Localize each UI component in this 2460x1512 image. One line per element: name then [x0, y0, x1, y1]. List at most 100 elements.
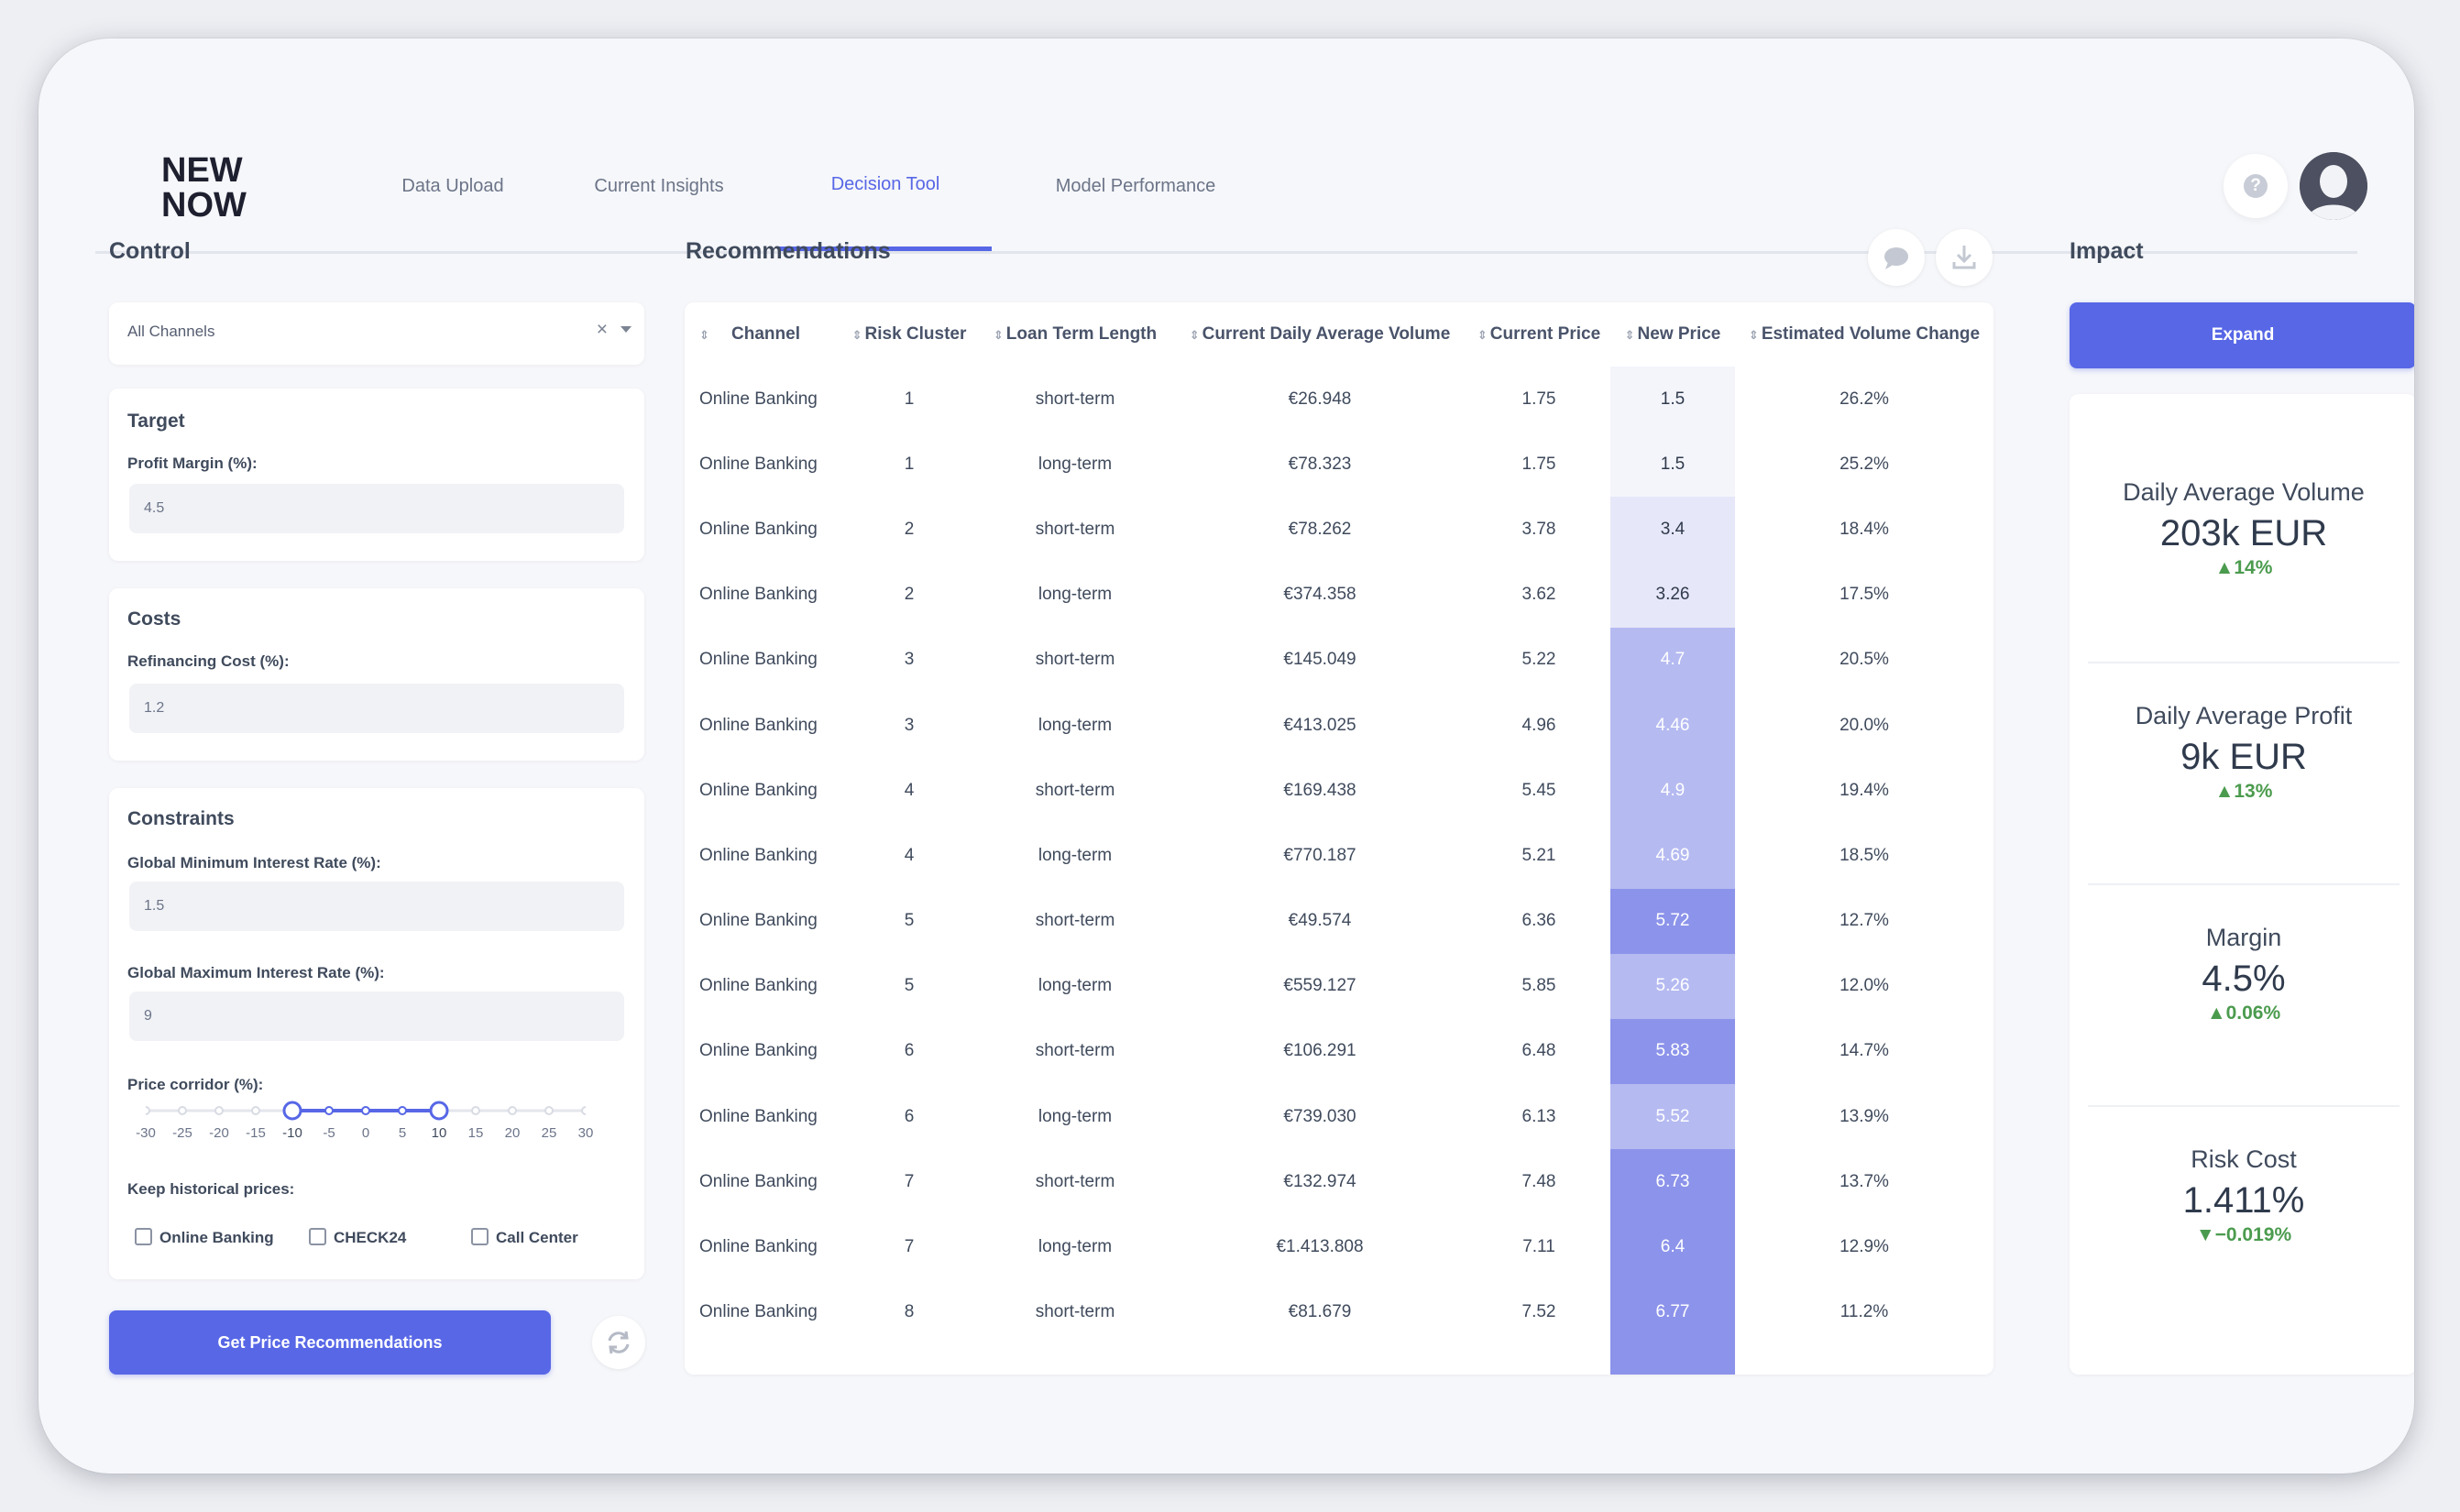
- table-row[interactable]: Online Banking 7 long-term €1.413.808 7.11 6.…: [685, 1214, 1993, 1280]
- table-row[interactable]: Online Banking 7 short-term €132.974 7.48 6.7…: [685, 1149, 1993, 1215]
- cell-volume-change: 19.4%: [1840, 780, 1889, 800]
- cell-risk-cluster: 5: [904, 976, 915, 996]
- avatar[interactable]: [2300, 152, 2367, 220]
- download-button[interactable]: [1936, 229, 1993, 286]
- cell-volume-change: 20.0%: [1840, 715, 1889, 735]
- cell-volume-change: 20.5%: [1840, 650, 1889, 670]
- column-header-current-price[interactable]: ⇕ Current Price: [1477, 324, 1601, 344]
- slider-tick-label: 15: [467, 1125, 484, 1141]
- table-row[interactable]: Online Banking 1 long-term €78.323 1.75 1.5 25…: [685, 432, 1993, 498]
- slider-tick-dot: [544, 1106, 554, 1115]
- cell-loan-term: long-term: [1038, 715, 1113, 735]
- sort-icon[interactable]: ⇕: [851, 328, 862, 342]
- clear-icon[interactable]: ×: [596, 319, 608, 340]
- checkbox-call-center[interactable]: Call Center: [471, 1228, 578, 1247]
- checkbox-online-banking[interactable]: Online Banking: [135, 1228, 274, 1247]
- sort-icon[interactable]: ⇕: [993, 328, 1004, 342]
- metric-value: 1.411%: [2182, 1180, 2305, 1221]
- cell-current-volume: €26.948: [1288, 389, 1352, 409]
- sort-icon[interactable]: ⇕: [699, 328, 709, 342]
- cell-risk-cluster: [840, 1345, 978, 1375]
- sort-icon[interactable]: ⇕: [1748, 328, 1759, 342]
- expand-button[interactable]: Expand: [2070, 302, 2414, 368]
- column-header-channel[interactable]: ⇕ Channel: [699, 324, 800, 344]
- slider-handle-min[interactable]: [282, 1101, 302, 1121]
- cell-current-price: 1.75: [1521, 389, 1556, 409]
- table-row[interactable]: Online Banking 3 short-term €145.049 5.22 4.7…: [685, 627, 1993, 693]
- refresh-icon: [608, 1331, 630, 1354]
- svg-text:NEW: NEW: [161, 151, 243, 190]
- table-row[interactable]: Online Banking 1 short-term €26.948 1.75 1.5 2…: [685, 367, 1993, 433]
- table-row[interactable]: Online Banking 2 long-term €374.358 3.62 3.26…: [685, 562, 1993, 628]
- divider: [2088, 1105, 2400, 1107]
- cell-channel: Online Banking: [699, 845, 818, 865]
- control-title: Control: [109, 238, 191, 264]
- metric-value: 203k EUR: [2159, 513, 2328, 553]
- constraints-title: Constraints: [127, 808, 235, 829]
- cell-new-price: 3.4: [1610, 497, 1735, 563]
- newnow-logo[interactable]: NEW NOW: [161, 150, 262, 218]
- sort-icon[interactable]: ⇕: [1477, 328, 1488, 342]
- checkbox-icon[interactable]: [135, 1228, 152, 1245]
- min-rate-input[interactable]: [129, 882, 624, 931]
- cell-new-price: 4.69: [1610, 823, 1735, 889]
- metric-value: 4.5%: [2202, 959, 2286, 999]
- cell-loan-term: short-term: [1035, 519, 1115, 539]
- get-price-recommendations-button[interactable]: Get Price Recommendations: [109, 1310, 551, 1375]
- profit-margin-input[interactable]: [129, 484, 624, 533]
- cell-new-price: 6.73: [1610, 1149, 1735, 1215]
- slider-tick-label: -20: [209, 1125, 229, 1141]
- table-row[interactable]: Online Banking 4 long-term €770.187 5.21 4.69…: [685, 823, 1993, 889]
- cell-channel: Online Banking: [699, 1041, 818, 1061]
- table-row[interactable]: Online Banking 2 short-term €78.262 3.78 3.4 1…: [685, 497, 1993, 563]
- sort-icon[interactable]: ⇕: [1624, 328, 1635, 342]
- cell-loan-term: short-term: [1035, 911, 1115, 931]
- checkbox-icon[interactable]: [471, 1228, 489, 1245]
- checkbox-icon[interactable]: [309, 1228, 326, 1245]
- comment-icon: [1884, 247, 1908, 269]
- cell-current-volume: €169.438: [1283, 780, 1356, 800]
- cell-risk-cluster: 7: [904, 1171, 915, 1191]
- help-button[interactable]: ?: [2224, 154, 2288, 218]
- max-rate-input[interactable]: [129, 992, 624, 1041]
- comment-button[interactable]: [1868, 229, 1925, 286]
- column-header-volume-change[interactable]: ⇕ Estimated Volume Change: [1748, 324, 1981, 344]
- cell-loan-term: short-term: [1035, 389, 1115, 409]
- table-row[interactable]: Online Banking 3 long-term €413.025 4.96 4.46…: [685, 692, 1993, 759]
- tab-decision-tool[interactable]: Decision Tool: [779, 103, 992, 251]
- price-corridor-slider[interactable]: [146, 1098, 586, 1125]
- column-header-risk-cluster[interactable]: ⇕ Risk Cluster: [851, 324, 967, 344]
- slider-tick-dot: [146, 1106, 150, 1115]
- chevron-down-icon[interactable]: [620, 326, 631, 333]
- refinancing-cost-input[interactable]: [129, 684, 624, 733]
- table-row[interactable]: Online Banking 6 short-term €106.291 6.48 5.8…: [685, 1018, 1993, 1085]
- cell-risk-cluster: 7: [904, 1237, 915, 1257]
- refresh-button[interactable]: [592, 1316, 645, 1369]
- historical-prices-label: Keep historical prices:: [127, 1180, 295, 1198]
- cell-current-price: 1.75: [1521, 454, 1556, 474]
- divider: [2088, 883, 2400, 885]
- table-row[interactable]: Online Banking 4 short-term €169.438 5.45 4.9…: [685, 758, 1993, 824]
- channel-select[interactable]: All Channels ×: [109, 302, 644, 365]
- table-row[interactable]: Online Banking 6 long-term €739.030 6.13 5.52…: [685, 1084, 1993, 1150]
- column-header-current-volume[interactable]: ⇕ Current Daily Average Volume: [1189, 324, 1451, 344]
- tab-current-insights[interactable]: Current Insights: [594, 176, 724, 196]
- sort-icon[interactable]: ⇕: [1189, 328, 1200, 342]
- cell-current-price: 3.78: [1521, 519, 1556, 539]
- cell-new-price: 6.77: [1610, 1279, 1735, 1345]
- slider-tick-label: 20: [504, 1125, 521, 1141]
- column-header-new-price[interactable]: ⇕ New Price: [1624, 324, 1721, 344]
- table-row[interactable]: Online Banking 5 long-term €559.127 5.85 5.26…: [685, 953, 1993, 1019]
- column-header-loan-term[interactable]: ⇕ Loan Term Length: [993, 324, 1158, 344]
- slider-tick-label: -25: [172, 1125, 192, 1141]
- cell-loan-term: long-term: [1038, 454, 1113, 474]
- tab-data-upload[interactable]: Data Upload: [401, 176, 504, 196]
- cell-risk-cluster: 8: [904, 1302, 915, 1322]
- tab-model-performance[interactable]: Model Performance: [1055, 176, 1216, 196]
- table-row[interactable]: Online Banking 8 short-term €81.679 7.52 6.77…: [685, 1279, 1993, 1345]
- slider-tick-label: 10: [431, 1125, 447, 1141]
- table-row[interactable]: Online Banking 5 short-term €49.574 6.36 5.72…: [685, 888, 1993, 954]
- slider-tick-label: -30: [136, 1125, 156, 1141]
- slider-handle-max[interactable]: [429, 1101, 449, 1121]
- checkbox-check24[interactable]: CHECK24: [309, 1228, 406, 1247]
